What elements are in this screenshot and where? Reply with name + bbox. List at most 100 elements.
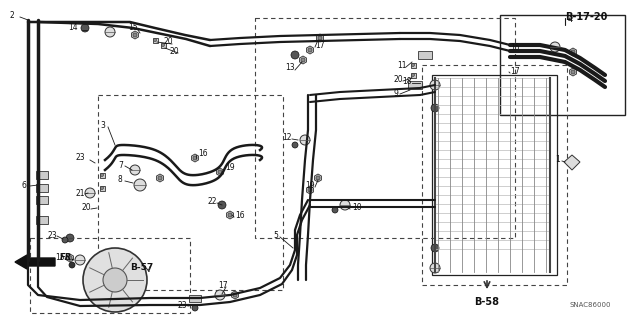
Text: 15: 15	[510, 43, 520, 53]
Bar	[410, 72, 415, 78]
Polygon shape	[570, 68, 577, 76]
Bar	[36, 196, 48, 204]
Text: 9: 9	[393, 88, 398, 98]
Circle shape	[233, 293, 237, 297]
Bar	[500, 15, 625, 115]
Text: B-57: B-57	[130, 263, 153, 272]
Circle shape	[433, 83, 437, 87]
Circle shape	[412, 73, 415, 77]
Circle shape	[62, 237, 68, 243]
Circle shape	[218, 201, 226, 209]
Bar	[408, 81, 422, 89]
Polygon shape	[300, 56, 307, 64]
Text: 17: 17	[218, 280, 228, 290]
Circle shape	[193, 156, 197, 160]
Polygon shape	[216, 168, 223, 176]
Text: 8: 8	[118, 175, 123, 184]
Text: 14: 14	[68, 24, 77, 33]
Polygon shape	[307, 46, 314, 54]
Text: 1: 1	[555, 155, 560, 165]
Circle shape	[228, 213, 232, 217]
Bar	[410, 63, 415, 68]
FancyArrow shape	[15, 255, 55, 269]
Circle shape	[154, 39, 157, 41]
Text: 13: 13	[285, 63, 294, 72]
Text: 19: 19	[225, 164, 235, 173]
Text: 22: 22	[207, 197, 216, 206]
Text: 2: 2	[10, 11, 15, 19]
Polygon shape	[564, 155, 580, 170]
Text: 11: 11	[397, 61, 406, 70]
Bar	[36, 184, 48, 192]
Bar	[30, 238, 190, 313]
Circle shape	[308, 188, 312, 192]
Text: 6: 6	[22, 181, 27, 189]
Circle shape	[100, 187, 104, 189]
Circle shape	[161, 43, 164, 47]
Circle shape	[215, 290, 225, 300]
Circle shape	[218, 170, 222, 174]
Circle shape	[431, 244, 439, 252]
Bar	[36, 216, 48, 224]
Circle shape	[100, 174, 104, 176]
Bar	[99, 173, 104, 177]
Circle shape	[192, 305, 198, 311]
Text: 16: 16	[235, 211, 244, 219]
Circle shape	[340, 200, 350, 210]
Circle shape	[66, 234, 74, 242]
Text: 7: 7	[118, 160, 123, 169]
Circle shape	[430, 263, 440, 273]
Bar	[189, 294, 201, 301]
Circle shape	[69, 262, 75, 268]
Text: B-58: B-58	[474, 297, 499, 307]
Circle shape	[571, 70, 575, 74]
Circle shape	[130, 165, 140, 175]
Polygon shape	[191, 154, 198, 162]
Text: 20: 20	[164, 38, 173, 47]
Bar	[99, 186, 104, 190]
Circle shape	[318, 36, 322, 40]
Circle shape	[431, 104, 439, 112]
Circle shape	[105, 27, 115, 37]
Bar	[161, 42, 166, 48]
Text: 12: 12	[282, 132, 291, 142]
Polygon shape	[157, 174, 163, 182]
Text: 15: 15	[55, 254, 65, 263]
Bar	[36, 171, 48, 179]
Circle shape	[332, 207, 338, 213]
Bar	[432, 75, 557, 275]
Polygon shape	[132, 31, 138, 39]
Text: 4: 4	[568, 16, 573, 25]
Text: 20: 20	[170, 48, 180, 56]
Bar	[422, 65, 567, 285]
Circle shape	[308, 48, 312, 52]
Polygon shape	[307, 186, 314, 194]
Circle shape	[158, 176, 162, 180]
Circle shape	[85, 188, 95, 198]
Circle shape	[291, 51, 299, 59]
Text: 18: 18	[402, 78, 412, 86]
Bar	[255, 18, 515, 238]
Circle shape	[292, 142, 298, 148]
Text: SNAC86000: SNAC86000	[570, 302, 611, 308]
Text: 5: 5	[273, 231, 278, 240]
Bar	[418, 51, 432, 59]
Text: 17: 17	[315, 41, 324, 49]
Circle shape	[133, 33, 137, 37]
Circle shape	[75, 255, 85, 265]
Polygon shape	[227, 211, 234, 219]
Text: FR.: FR.	[60, 254, 76, 263]
Polygon shape	[232, 291, 239, 299]
Circle shape	[316, 176, 320, 180]
Circle shape	[83, 248, 147, 312]
Polygon shape	[314, 174, 321, 182]
Polygon shape	[431, 81, 438, 89]
Text: 21: 21	[75, 189, 84, 197]
Text: 23: 23	[47, 231, 56, 240]
Text: 19: 19	[305, 181, 315, 189]
Text: 16: 16	[198, 149, 207, 158]
Circle shape	[412, 63, 415, 66]
Text: 10: 10	[352, 203, 362, 211]
Text: 20: 20	[82, 204, 92, 212]
Polygon shape	[67, 254, 74, 262]
